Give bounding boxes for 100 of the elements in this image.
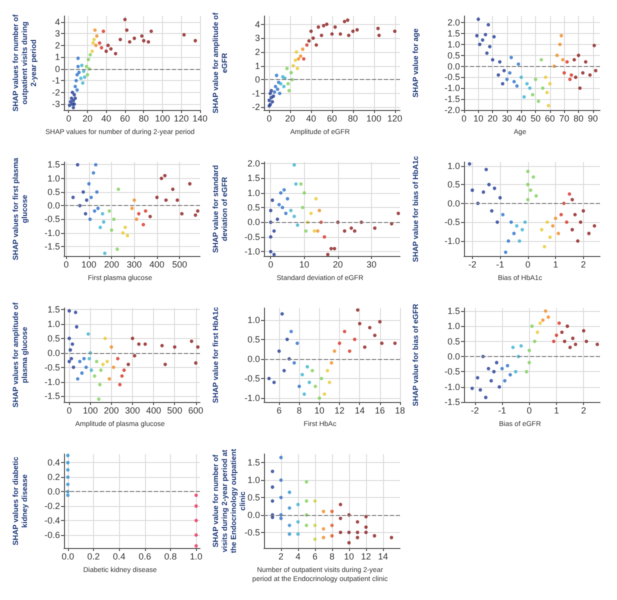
y-tick-label: 1.0 bbox=[247, 314, 260, 325]
point bbox=[268, 235, 272, 239]
point bbox=[148, 214, 152, 218]
point bbox=[76, 162, 80, 166]
point bbox=[396, 212, 400, 216]
point bbox=[66, 460, 70, 464]
point bbox=[342, 229, 346, 233]
y-tick-label: 0.2 bbox=[47, 472, 60, 482]
point bbox=[171, 187, 175, 191]
y-tick-label: -1.0 bbox=[44, 376, 60, 387]
point bbox=[278, 92, 282, 96]
y-tick-label: 0 bbox=[54, 64, 60, 74]
point bbox=[328, 380, 332, 384]
point bbox=[132, 198, 136, 202]
point bbox=[322, 235, 326, 239]
point bbox=[302, 392, 306, 396]
point bbox=[270, 198, 274, 202]
point bbox=[570, 73, 574, 77]
point bbox=[346, 18, 350, 22]
point bbox=[70, 356, 74, 360]
point bbox=[276, 218, 280, 222]
x-tick-label: 80 bbox=[138, 114, 149, 124]
point bbox=[496, 73, 500, 77]
point bbox=[377, 34, 381, 38]
point bbox=[557, 321, 561, 325]
y-tick-label: -1.5 bbox=[444, 94, 460, 104]
point bbox=[355, 28, 359, 32]
point bbox=[330, 524, 334, 528]
x-tick-label: -1 bbox=[498, 406, 506, 416]
point bbox=[176, 198, 180, 202]
point bbox=[329, 246, 333, 250]
point bbox=[504, 250, 508, 254]
point bbox=[309, 29, 313, 33]
point bbox=[114, 52, 118, 56]
point bbox=[103, 252, 107, 256]
point bbox=[582, 209, 586, 213]
x-tick-label: 0.0 bbox=[62, 552, 74, 562]
y-tick-label: 0.0 bbox=[247, 354, 260, 364]
y-tick-label: 3 bbox=[54, 28, 60, 39]
point bbox=[77, 70, 81, 74]
point bbox=[79, 76, 83, 80]
point bbox=[75, 73, 79, 76]
point bbox=[548, 82, 552, 86]
point bbox=[373, 334, 377, 338]
point bbox=[350, 226, 354, 230]
point bbox=[294, 58, 298, 62]
y-tick-label: 1.5 bbox=[47, 304, 60, 314]
y-tick-label: 1.5 bbox=[447, 306, 460, 316]
point bbox=[70, 96, 74, 100]
point bbox=[476, 376, 480, 380]
point bbox=[270, 88, 274, 92]
point bbox=[332, 246, 336, 250]
x-tick-label: 20 bbox=[285, 114, 296, 124]
y-tick-label: -2 bbox=[252, 102, 260, 112]
point bbox=[393, 29, 397, 33]
point bbox=[338, 342, 342, 345]
point bbox=[551, 224, 555, 228]
y-tick-label: -2.0 bbox=[444, 105, 460, 115]
point bbox=[506, 364, 510, 368]
point bbox=[320, 34, 324, 38]
point bbox=[92, 374, 96, 378]
point bbox=[68, 348, 72, 352]
point bbox=[544, 75, 548, 79]
x-tick-label: 0 bbox=[461, 114, 467, 124]
point bbox=[74, 325, 78, 329]
point bbox=[326, 368, 330, 372]
x-tick-label: 12 bbox=[334, 406, 345, 416]
y-tick-label: 1.5 bbox=[447, 28, 460, 38]
point bbox=[592, 224, 596, 228]
point bbox=[306, 365, 310, 368]
point bbox=[296, 342, 299, 345]
point bbox=[294, 182, 298, 186]
x-tick-label: 6 bbox=[276, 406, 282, 416]
x-tick-label: 20 bbox=[332, 260, 343, 270]
point bbox=[102, 220, 106, 224]
x-tick-label: 40 bbox=[306, 114, 316, 124]
y-tick-label: 0.0 bbox=[47, 348, 60, 358]
point bbox=[307, 39, 311, 43]
point bbox=[268, 208, 272, 212]
y-tick-label: -1.0 bbox=[444, 382, 460, 392]
y-tick-label: -0.5 bbox=[244, 374, 260, 384]
point bbox=[486, 366, 490, 370]
point bbox=[282, 84, 286, 88]
point bbox=[163, 174, 167, 178]
y-tick-label: 0.5 bbox=[447, 50, 460, 60]
point bbox=[338, 516, 342, 520]
point bbox=[89, 196, 93, 200]
point bbox=[302, 191, 306, 195]
x-tick-label: 4 bbox=[295, 552, 301, 562]
x-tick-label: 0 bbox=[64, 260, 69, 270]
point bbox=[476, 18, 480, 22]
point bbox=[94, 44, 98, 48]
point bbox=[100, 46, 104, 50]
x-tick-label: 50 bbox=[530, 114, 541, 124]
point bbox=[364, 530, 368, 534]
point bbox=[84, 366, 88, 370]
point bbox=[130, 336, 134, 340]
y-tick-label: -0.5 bbox=[44, 362, 60, 372]
point bbox=[316, 229, 320, 233]
point bbox=[523, 220, 527, 224]
